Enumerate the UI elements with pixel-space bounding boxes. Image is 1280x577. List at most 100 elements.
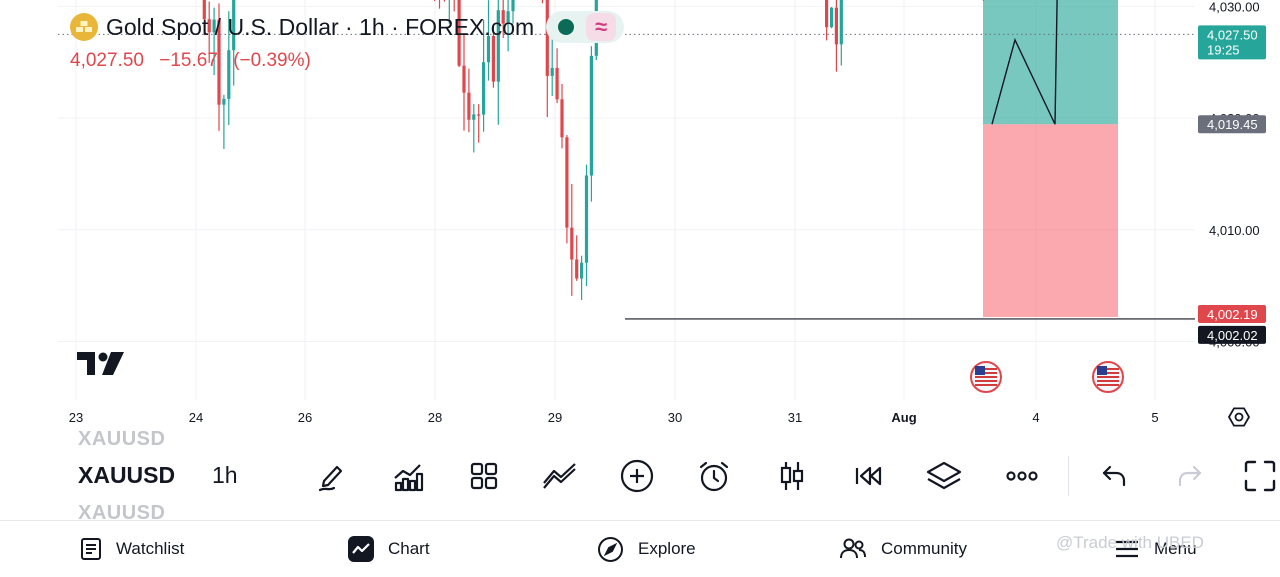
nav-chart-label: Chart	[388, 539, 430, 558]
nav-chart[interactable]: Chart	[348, 535, 430, 563]
tradingview-logo	[77, 352, 124, 375]
time-tick-label: 5	[1151, 410, 1158, 425]
candle-body	[457, 0, 461, 66]
undo-icon[interactable]	[1094, 456, 1134, 496]
gold-bars-icon	[70, 13, 98, 41]
replay-icon[interactable]	[848, 456, 888, 496]
time-tick-label: 23	[69, 410, 83, 425]
fullscreen-icon[interactable]	[1240, 456, 1280, 496]
candle-body	[834, 7, 838, 45]
candle-body	[217, 19, 221, 105]
candle-body	[575, 259, 579, 279]
chart-legend: Gold Spot / U.S. Dollar · 1h · FOREX.com…	[70, 11, 625, 72]
candle-body	[589, 55, 593, 176]
candle-body	[227, 50, 231, 99]
settings-gear-icon	[1227, 407, 1251, 427]
candle-body	[222, 98, 226, 105]
candle-body	[232, 0, 236, 51]
toolbar-divider	[1068, 456, 1069, 496]
time-tick-label: 24	[189, 410, 203, 425]
alert-clock-icon[interactable]	[694, 456, 734, 496]
settings-gear-center	[1234, 412, 1244, 422]
price-tick-label: 4,030.00	[1209, 0, 1260, 14]
stop-loss-label-bg	[1198, 305, 1266, 324]
entry-price-label-bg	[1198, 115, 1266, 134]
interval-selector[interactable]: 1h	[212, 462, 238, 488]
price-change-percent: (−0.39%)	[233, 50, 311, 71]
stop-loss-label: 4,002.19	[1207, 307, 1258, 322]
drawing-pen-icon[interactable]	[312, 456, 352, 496]
long-position-loss-zone	[983, 124, 1118, 318]
candle-body	[570, 227, 574, 260]
last-price: 4,027.50	[70, 50, 144, 71]
ticker-symbol[interactable]: XAUUSD	[78, 462, 176, 488]
candle-body	[839, 0, 843, 45]
time-tick-label: 31	[788, 410, 802, 425]
candle-body	[482, 62, 486, 115]
market-open-dot	[558, 19, 575, 35]
candle-body	[565, 137, 569, 228]
indicators-icon[interactable]	[388, 456, 428, 496]
us-event-flag-icon	[1092, 361, 1124, 393]
price-change-row: 4,027.50 −15.67 (−0.39%)	[70, 50, 624, 72]
candle-body	[501, 10, 505, 24]
nav-community-label: Community	[881, 539, 967, 558]
candle-body	[506, 11, 510, 24]
candle-body	[462, 65, 466, 93]
low-price-label: 4,002.02	[1207, 328, 1258, 343]
current-price-label: 4,027.50	[1207, 27, 1258, 42]
candle-body	[550, 67, 554, 76]
nav-watchlist-label: Watchlist	[116, 539, 185, 558]
us-event-flag-icon	[970, 361, 1002, 393]
candle-body	[560, 99, 564, 138]
candle-body	[212, 19, 216, 33]
time-tick-label: 26	[298, 410, 312, 425]
low-price-label-bg	[1198, 325, 1266, 344]
redo-icon[interactable]	[1170, 456, 1210, 496]
candle-body	[584, 175, 589, 263]
candle-body	[511, 0, 515, 12]
time-tick-label: 30	[668, 410, 682, 425]
compare-icon[interactable]	[540, 456, 580, 496]
candle-body	[202, 0, 206, 20]
nav-watchlist[interactable]: Watchlist	[80, 535, 184, 563]
nav-explore-label: Explore	[638, 539, 696, 558]
templates-grid-icon[interactable]	[464, 456, 504, 496]
candle-body	[545, 0, 549, 76]
nav-menu[interactable]: Menu	[1114, 535, 1197, 563]
nav-explore[interactable]: Explore	[597, 535, 696, 563]
candle-type-icon[interactable]	[772, 456, 812, 496]
ticker-ghost-above: XAUUSD	[78, 428, 166, 450]
ticker-ghost-below: XAUUSD	[78, 502, 166, 524]
candle-body	[825, 0, 829, 28]
chart-area[interactable]: 4,100.004,090.004,080.004,070.004,060.00…	[0, 0, 1280, 432]
nav-menu-label: Menu	[1154, 539, 1197, 558]
compass-icon	[598, 536, 623, 562]
bottom-navigation: Watchlist Chart Explore Community Menu @…	[0, 520, 1280, 577]
layers-icon[interactable]	[924, 456, 964, 496]
candle-body	[555, 67, 559, 100]
market-status-pill[interactable]: ≈	[546, 11, 625, 43]
price-change: −15.67	[159, 50, 218, 71]
long-position-profit-zone	[983, 0, 1118, 125]
candle-body	[472, 114, 476, 120]
candle-body	[477, 114, 481, 116]
more-dots-icon[interactable]	[1002, 456, 1042, 496]
candle-body	[207, 19, 211, 33]
candle-body	[467, 92, 471, 120]
add-circle-icon[interactable]	[617, 456, 657, 496]
symbol-title[interactable]: Gold Spot / U.S. Dollar · 1h · FOREX.com	[106, 13, 535, 40]
time-tick-label: 29	[548, 410, 562, 425]
candle-body	[491, 36, 495, 82]
time-tick-label: Aug	[891, 410, 916, 425]
entry-price-label: 4,019.45	[1207, 117, 1258, 132]
time-tick-label: 28	[428, 410, 442, 425]
projection-path	[991, 0, 1058, 125]
price-chart[interactable]: 4,100.004,090.004,080.004,070.004,060.00…	[0, 0, 1280, 432]
wave-icon: ≈	[586, 13, 617, 41]
nav-community[interactable]: Community	[839, 535, 967, 563]
candle-body	[829, 7, 834, 28]
symbol-toolbar: XAUUSD XAUUSD XAUUSD 1h	[0, 428, 1280, 524]
current-price-label-bg	[1198, 25, 1266, 60]
candle-body	[580, 262, 584, 279]
